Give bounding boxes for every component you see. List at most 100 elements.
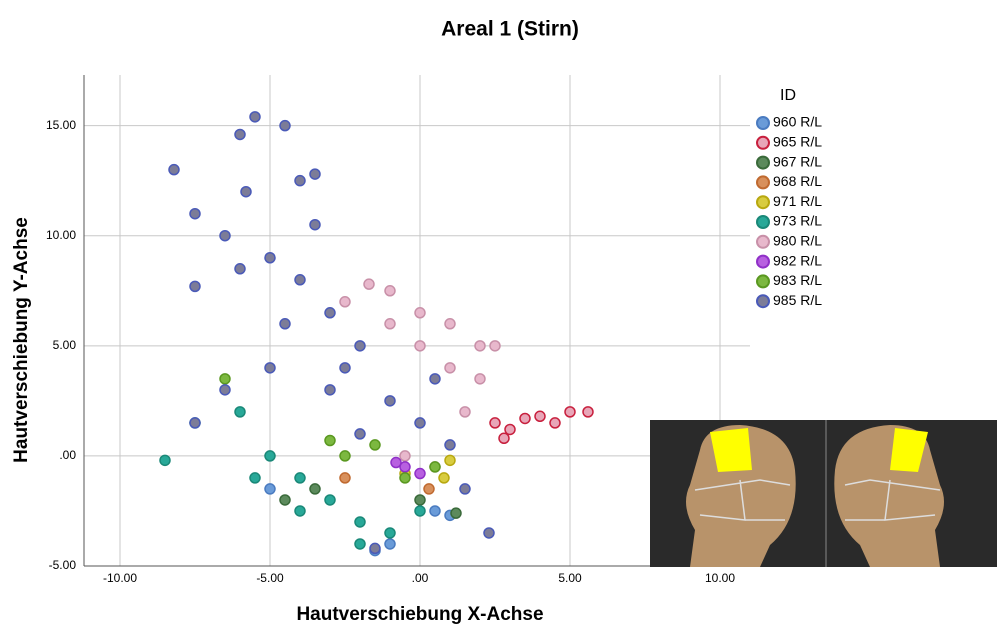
point [550,418,560,428]
point [460,407,470,417]
legend-label: 973 R/L [773,213,822,229]
point [340,297,350,307]
y-tick-label: .00 [59,448,76,462]
point [355,517,365,527]
point [340,363,350,373]
point [295,473,305,483]
point [190,281,200,291]
point [400,473,410,483]
legend-marker [757,117,769,129]
point [169,165,179,175]
point [250,473,260,483]
point [295,275,305,285]
point [385,539,395,549]
point [325,385,335,395]
point [220,374,230,384]
point [220,231,230,241]
point [583,407,593,417]
point [310,220,320,230]
point [520,413,530,423]
y-tick-label: -5.00 [49,558,77,572]
point [415,418,425,428]
point [250,112,260,122]
point [445,363,455,373]
legend-label: 982 R/L [773,252,822,268]
point [415,506,425,516]
point [160,455,170,465]
point [370,440,380,450]
point [499,433,509,443]
point [430,374,440,384]
legend-marker [757,256,769,268]
point [490,418,500,428]
point [265,253,275,263]
point [385,396,395,406]
point [415,341,425,351]
x-axis-label: Hautverschiebung X-Achse [296,604,543,625]
point [310,169,320,179]
y-tick-label: 15.00 [46,118,76,132]
point [415,495,425,505]
point [364,279,374,289]
point [460,484,470,494]
point [475,341,485,351]
inset-image [650,420,997,567]
point [295,176,305,186]
point [325,435,335,445]
point [451,508,461,518]
x-tick-label: -10.00 [103,571,137,585]
point [385,528,395,538]
point [385,286,395,296]
point [280,495,290,505]
legend-marker [757,275,769,287]
legend-marker [757,236,769,248]
legend-marker [757,137,769,149]
point [310,484,320,494]
point [424,484,434,494]
point [385,319,395,329]
point [370,543,380,553]
legend-label: 960 R/L [773,114,822,130]
point [235,129,245,139]
point [265,363,275,373]
chart: Areal 1 (Stirn) Hautverschiebung X-Achse… [0,0,997,630]
point [190,418,200,428]
legend-label: 985 R/L [773,292,822,308]
point [265,484,275,494]
y-axis-label: Hautverschiebung Y-Achse [11,217,32,463]
point [565,407,575,417]
point [391,458,401,468]
point [415,308,425,318]
point [355,341,365,351]
x-tick-label: 10.00 [705,571,735,585]
point [439,473,449,483]
y-tick-label: 10.00 [46,228,76,242]
point [235,264,245,274]
legend-label: 971 R/L [773,193,822,209]
point [325,495,335,505]
legend-label: 965 R/L [773,134,822,150]
legend-label: 980 R/L [773,233,822,249]
legend-title: ID [780,87,796,104]
point [220,385,230,395]
point [280,121,290,131]
point [505,424,515,434]
point [325,308,335,318]
chart-title: Areal 1 (Stirn) [441,18,579,41]
legend-marker [757,216,769,228]
point [430,462,440,472]
legend-marker [757,295,769,307]
point [340,451,350,461]
point [490,341,500,351]
legend-marker [757,176,769,188]
point [355,539,365,549]
point [265,451,275,461]
point [400,451,410,461]
point [484,528,494,538]
point [445,455,455,465]
x-tick-label: 5.00 [558,571,582,585]
legend-marker [757,196,769,208]
legend-label: 983 R/L [773,272,822,288]
legend-marker [757,157,769,169]
legend-label: 967 R/L [773,153,822,169]
